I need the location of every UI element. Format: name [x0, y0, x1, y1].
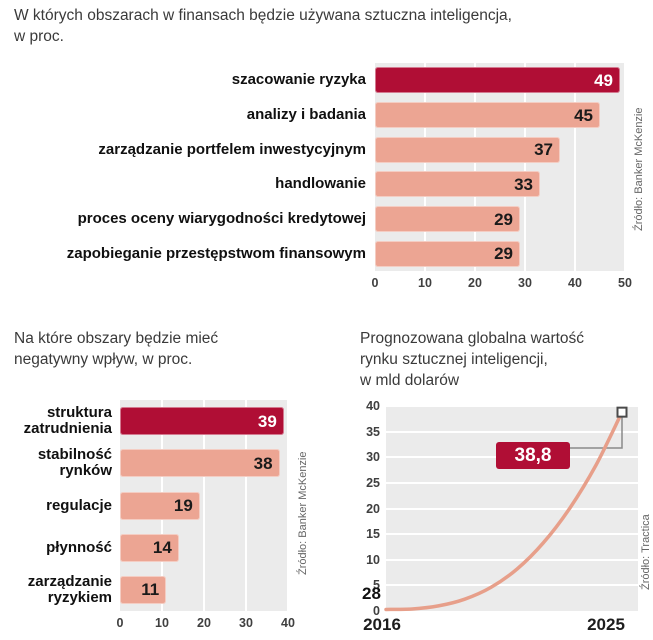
category-label: analizy i badania	[246, 106, 366, 123]
x-tick-label: 30	[518, 276, 532, 290]
category-label: struktura zatrudnienia	[23, 404, 112, 438]
x-tick-label: 0	[371, 276, 379, 290]
x-tick-label: 40	[281, 616, 295, 630]
x-tick-label: 20	[197, 616, 211, 630]
bar: 37	[375, 136, 560, 163]
bar: 29	[375, 240, 520, 267]
bar-value: 29	[494, 244, 513, 264]
bar: 49	[375, 67, 620, 94]
category-label: stabilność rynków	[37, 446, 112, 480]
category-label: zarządzanie portfelem inwestycyjnym	[98, 140, 366, 158]
bar-value: 33	[514, 174, 533, 194]
badge-connector-line	[570, 417, 623, 449]
gridline	[287, 400, 289, 611]
bar: 39	[120, 407, 284, 436]
plot-background	[375, 63, 625, 271]
bar: 19	[120, 491, 200, 520]
x-tick-label: 10	[418, 276, 432, 290]
bar: 45	[375, 102, 600, 128]
bar-value: 39	[257, 411, 277, 431]
bar-value: 38	[253, 453, 273, 473]
gridline	[386, 533, 638, 536]
x-tick-label: 30	[239, 616, 253, 630]
gridline	[203, 400, 205, 611]
gridline	[386, 430, 638, 433]
category-label: płynność	[46, 538, 112, 556]
bar-value: 29	[494, 209, 513, 229]
x-tick-label-2025: 2025	[587, 615, 625, 634]
x-tick-label: 0	[116, 616, 124, 630]
category-label: handlowanie	[275, 175, 366, 193]
bar-value: 14	[152, 538, 172, 558]
y-tick-label: 35	[366, 424, 380, 439]
source-label: Źródło: Banker McKenzie	[297, 451, 309, 575]
chart-title: W których obszarach w finansach będzie u…	[14, 7, 512, 45]
gridline	[524, 63, 526, 271]
gridline	[474, 63, 476, 271]
end-value-badge: 38,8	[496, 442, 570, 469]
y-tick-label: 25	[366, 475, 380, 490]
bar-value: 49	[594, 70, 613, 90]
bar: 11	[120, 575, 167, 604]
forecast-line	[384, 410, 624, 612]
category-label: szacowanie ryzyka	[231, 71, 366, 89]
chart-title: Prognozowana globalna wartość rynku sztu…	[360, 330, 585, 389]
gridline	[424, 63, 426, 271]
x-tick-label: 10	[155, 616, 169, 630]
gridline	[386, 584, 638, 587]
bar: 38	[120, 449, 280, 478]
y-tick-label: 40	[366, 399, 380, 413]
x-tick-label-2016: 2016	[363, 615, 401, 634]
gridline	[386, 405, 638, 407]
gridline	[386, 507, 638, 510]
bar-value: 37	[534, 140, 553, 160]
category-label: zarządzanie ryzykiem	[27, 572, 112, 606]
y-tick-label: 0	[373, 604, 380, 618]
source-label: Źródło: Banker McKenzie	[633, 107, 645, 231]
start-value-label: 28	[362, 584, 381, 603]
bar: 14	[120, 533, 179, 562]
source-label: Źródło: Tractica	[640, 514, 652, 590]
x-tick-label: 40	[568, 276, 582, 290]
x-tick-label: 20	[468, 276, 482, 290]
y-tick-label: 15	[366, 527, 380, 542]
x-tick-label: 50	[618, 276, 632, 290]
category-label: regulacje	[46, 496, 112, 514]
y-tick-label: 10	[366, 552, 380, 567]
bar-value: 19	[173, 496, 193, 515]
forecast-curve	[384, 406, 628, 612]
bar: 33	[375, 171, 540, 198]
gridline	[386, 558, 638, 561]
bar-value: 11	[141, 580, 160, 600]
category-label: zapobieganie przestępstwom finansowym	[66, 244, 366, 262]
gridline	[245, 400, 247, 611]
y-tick-label: 30	[366, 450, 380, 465]
end-point-marker	[616, 406, 628, 418]
y-tick-label: 5	[373, 578, 380, 593]
bar-value: 45	[574, 105, 593, 125]
bar: 29	[375, 206, 520, 232]
y-tick-label: 20	[366, 501, 380, 516]
category-label: proces oceny wiarygodności kredytowej	[77, 210, 366, 227]
gridline	[386, 481, 638, 484]
gridline	[574, 63, 576, 271]
gridline	[624, 63, 626, 271]
chart-title: Na które obszary będzie mieć negatywny w…	[14, 330, 219, 368]
